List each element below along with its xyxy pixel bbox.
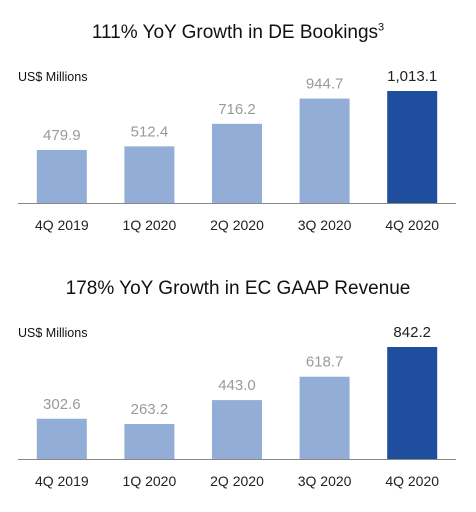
category-label: 3Q 2020 xyxy=(298,217,352,233)
category-label: 4Q 2020 xyxy=(385,473,439,489)
bar-plot: 302.6 4Q 2019 263.2 1Q 2020 443.0 2Q 2020 618.… xyxy=(18,324,456,489)
chart-title: 178% YoY Growth in EC GAAP Revenue xyxy=(65,278,411,299)
bar-plot: 479.9 4Q 2019 512.4 1Q 2020 716.2 2Q 2020 944.… xyxy=(18,68,456,233)
de-bookings-chart: 111% YoY Growth in DE Bookings3 US$ Mill… xyxy=(18,21,456,233)
bar-3q-2020 xyxy=(299,376,350,459)
category-label: 1Q 2020 xyxy=(123,473,177,489)
value-label: 716.2 xyxy=(218,101,256,118)
ec-revenue-chart: 178% YoY Growth in EC GAAP Revenue US$ M… xyxy=(0,256,476,512)
value-label: 618.7 xyxy=(306,354,344,371)
value-label: 1,013.1 xyxy=(387,68,437,85)
bar-4q-2020 xyxy=(387,347,438,459)
bar-1q-2020 xyxy=(124,146,175,203)
chart-title: 111% YoY Growth in DE Bookings3 xyxy=(91,21,385,43)
category-label: 4Q 2019 xyxy=(35,217,89,233)
value-label: 512.4 xyxy=(131,123,169,140)
value-label: 302.6 xyxy=(43,396,81,413)
value-label: 842.2 xyxy=(393,324,431,341)
category-label: 4Q 2019 xyxy=(35,473,89,489)
value-label: 479.9 xyxy=(43,127,81,144)
bar-1q-2020 xyxy=(124,423,175,459)
category-label: 2Q 2020 xyxy=(210,473,264,489)
bar-4q-2019 xyxy=(36,149,87,203)
category-label: 1Q 2020 xyxy=(123,217,177,233)
bar-4q-2019 xyxy=(36,418,87,459)
category-label: 4Q 2020 xyxy=(385,217,439,233)
bar-2q-2020 xyxy=(212,123,262,203)
value-label: 944.7 xyxy=(306,76,344,93)
y-axis-label: US$ Millions xyxy=(18,326,88,340)
value-label: 443.0 xyxy=(218,377,256,394)
y-axis-label: US$ Millions xyxy=(18,70,88,84)
category-label: 3Q 2020 xyxy=(298,473,352,489)
value-label: 263.2 xyxy=(131,401,169,418)
category-label: 2Q 2020 xyxy=(210,217,264,233)
bar-3q-2020 xyxy=(299,98,350,203)
bar-2q-2020 xyxy=(212,400,262,459)
title-footnote-marker: 3 xyxy=(378,21,385,34)
bar-4q-2020 xyxy=(387,91,438,203)
